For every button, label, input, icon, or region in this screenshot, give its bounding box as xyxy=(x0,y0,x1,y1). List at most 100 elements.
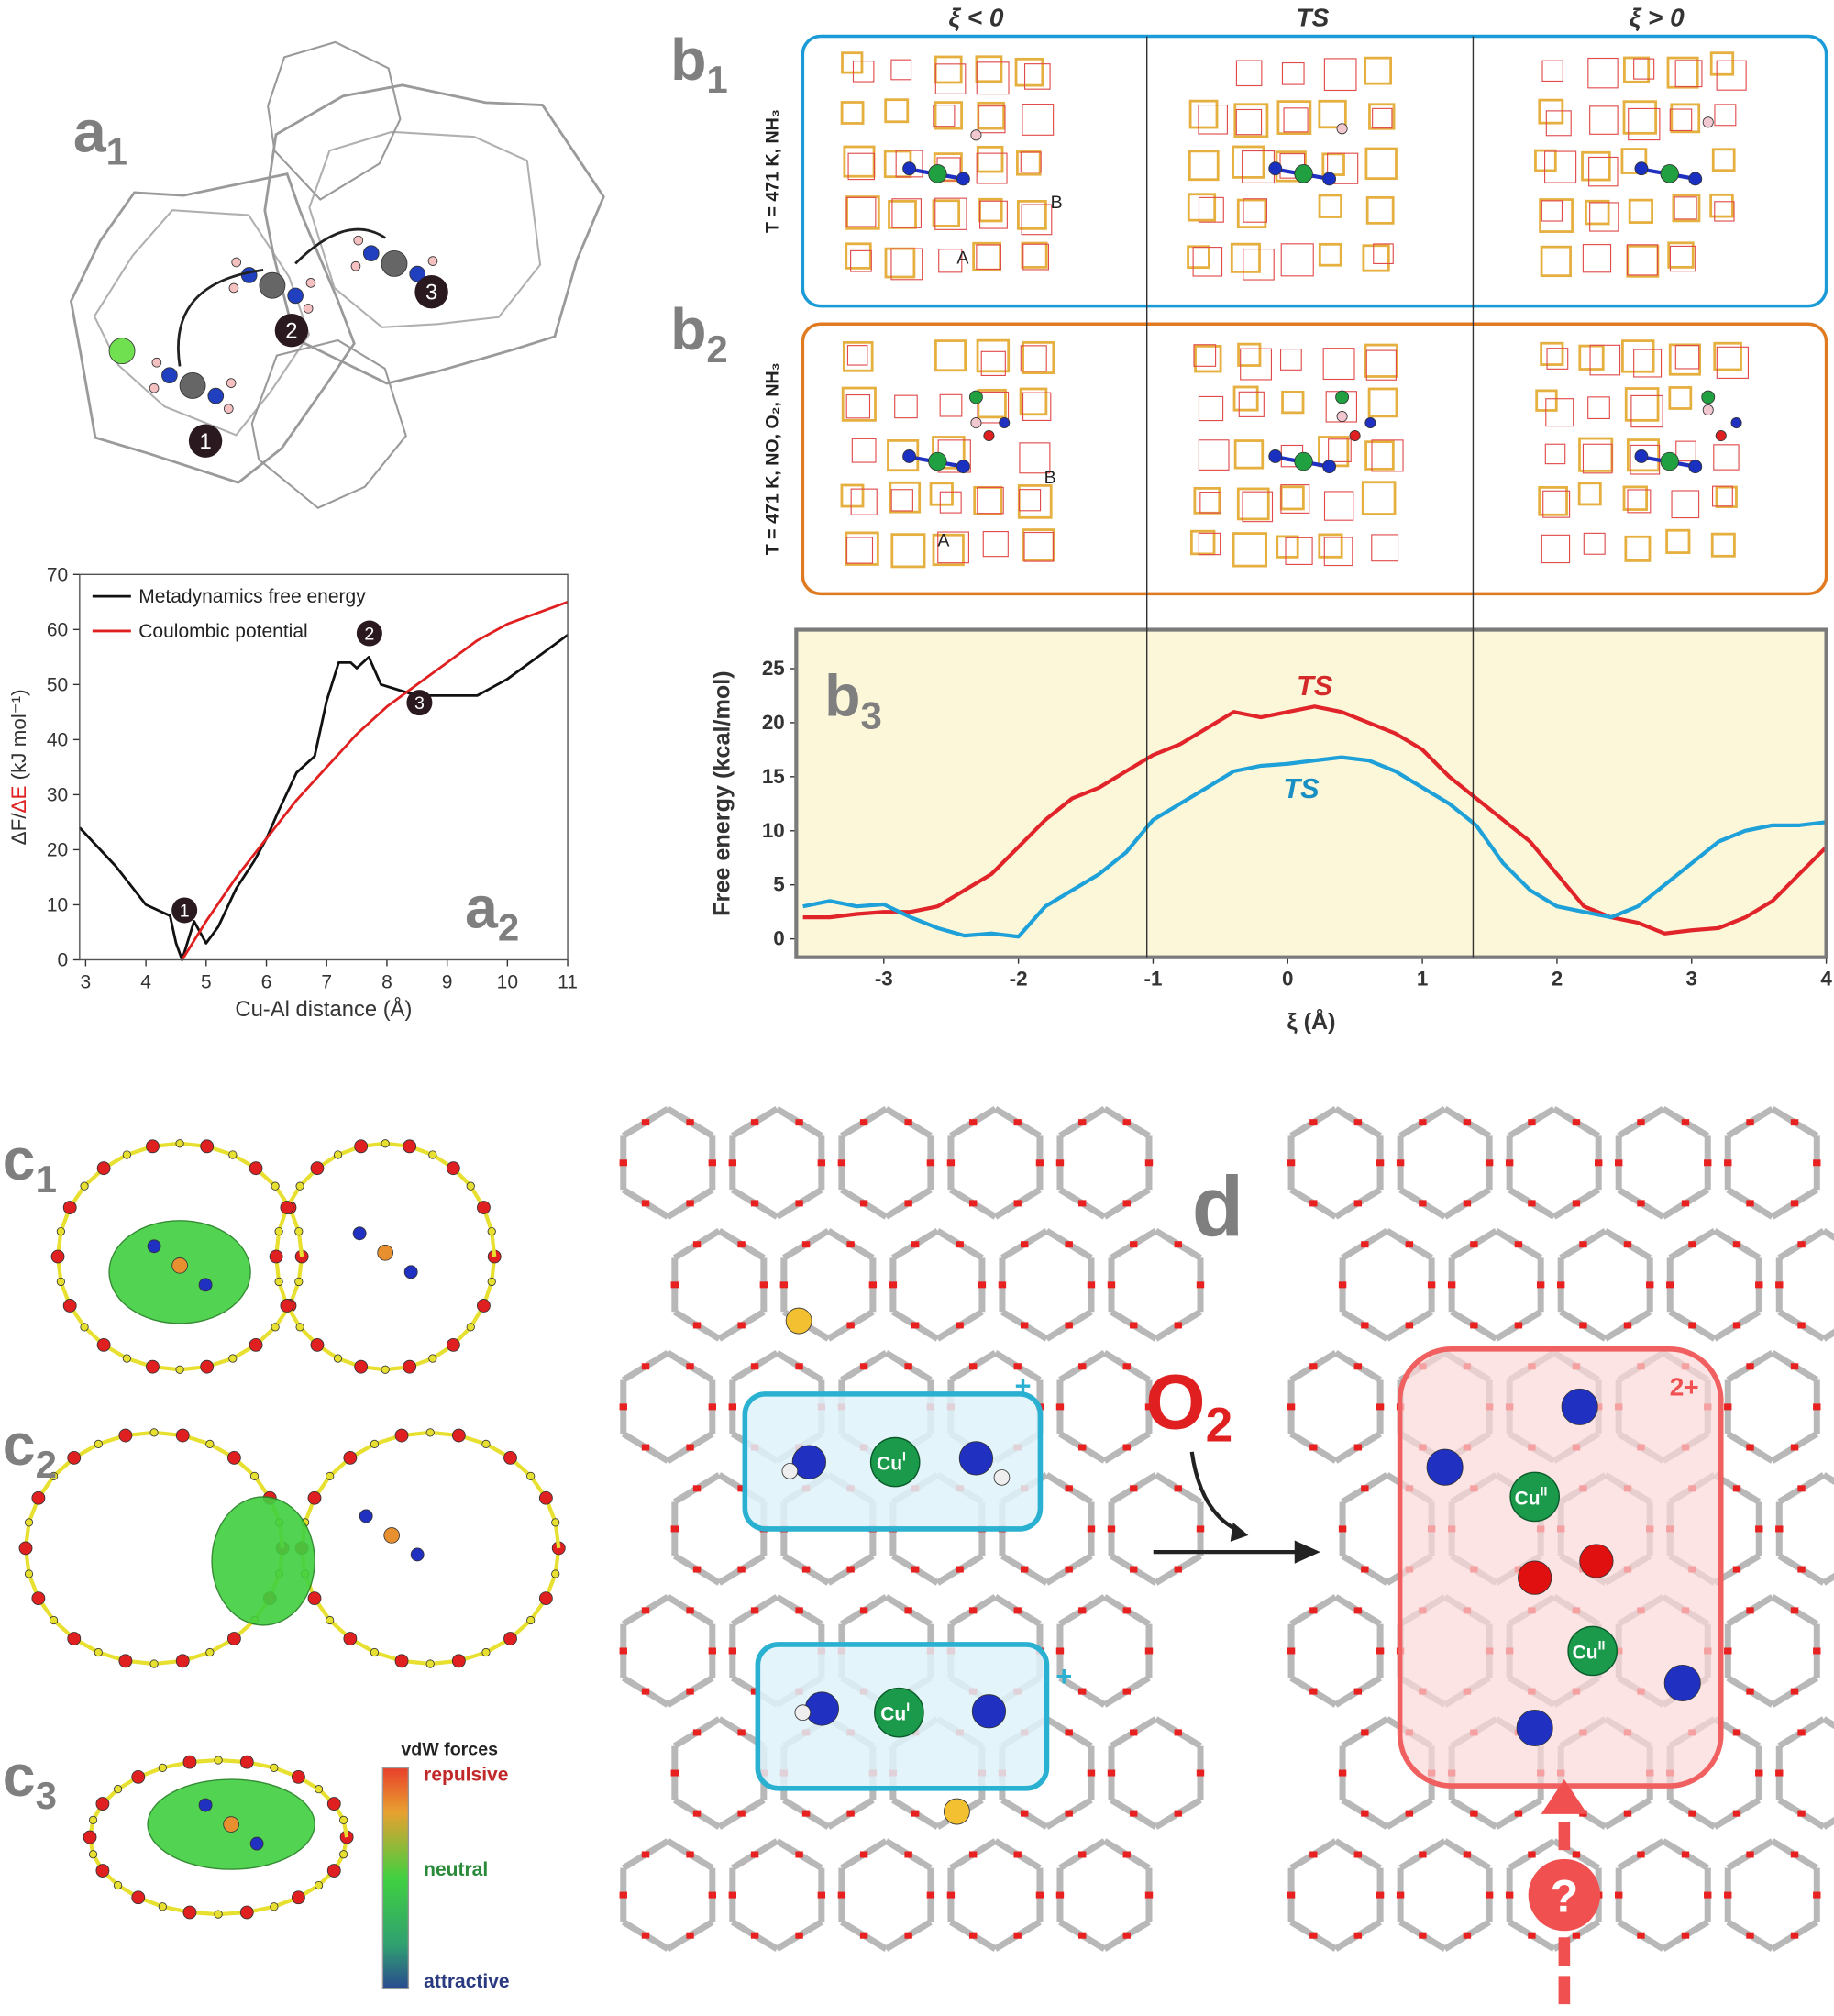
framework-cell xyxy=(890,489,913,512)
atom xyxy=(310,1337,325,1352)
atom xyxy=(228,282,239,294)
framework-cell xyxy=(1669,245,1696,272)
framework-cell xyxy=(1233,439,1265,470)
framework-cell xyxy=(976,61,1010,95)
atom xyxy=(359,1509,373,1523)
framework-cell xyxy=(972,241,1002,271)
atom xyxy=(466,1323,475,1332)
framework-cell xyxy=(1280,243,1314,277)
framework-cell xyxy=(1281,390,1305,415)
framework-cell xyxy=(933,105,956,127)
atom xyxy=(303,304,314,314)
atom xyxy=(198,1798,213,1812)
framework-cell xyxy=(1232,385,1259,412)
atom xyxy=(970,417,982,429)
atom xyxy=(307,1591,322,1606)
panel-letter: b xyxy=(670,27,706,93)
atom xyxy=(175,1365,184,1374)
y-tick-label: 40 xyxy=(47,729,68,750)
atom xyxy=(538,1591,553,1606)
framework-cell xyxy=(1022,340,1055,374)
atom xyxy=(96,1161,111,1176)
framework-cell xyxy=(976,152,1008,184)
framework-cell xyxy=(1715,485,1738,508)
atom xyxy=(274,1277,283,1287)
atom xyxy=(147,1239,161,1254)
y-tick-label: 50 xyxy=(47,674,68,695)
framework-cell xyxy=(1371,439,1404,472)
atom xyxy=(56,1277,65,1287)
framework-cell xyxy=(1019,387,1048,416)
atom xyxy=(1688,460,1703,474)
atom xyxy=(394,1654,409,1668)
atom xyxy=(113,1785,123,1794)
atom xyxy=(487,1226,496,1236)
framework-cell xyxy=(1541,60,1563,83)
framework-cell xyxy=(1373,243,1394,264)
marker-circle xyxy=(414,274,448,309)
atom xyxy=(902,449,917,463)
framework-cell xyxy=(982,531,1009,558)
framework-cell xyxy=(884,98,910,124)
panel-subscript: 3 xyxy=(36,1774,57,1817)
framework-cell xyxy=(939,491,962,514)
atom xyxy=(794,1704,812,1722)
atom xyxy=(1688,172,1703,186)
arrow xyxy=(177,268,264,367)
charge: 2+ xyxy=(1670,1372,1699,1401)
atom xyxy=(240,267,258,283)
y-tick-label: 10 xyxy=(762,819,785,842)
plot-frame xyxy=(79,573,569,961)
framework-cell xyxy=(1237,342,1262,367)
stick xyxy=(1821,1572,1834,1586)
marker-text: 1 xyxy=(199,429,211,454)
atom xyxy=(1335,390,1350,404)
atom xyxy=(1660,164,1679,183)
framework-cell xyxy=(1587,57,1619,89)
framework-cell xyxy=(1714,201,1735,222)
x-tick-label: -2 xyxy=(1010,967,1028,990)
atom xyxy=(427,256,438,266)
atom xyxy=(94,1647,103,1657)
atom xyxy=(481,1439,491,1448)
atom xyxy=(269,1249,283,1264)
atom xyxy=(928,164,947,183)
atom xyxy=(381,1139,390,1148)
atom xyxy=(294,1226,304,1236)
y-tick-label: 20 xyxy=(762,711,785,734)
framework-cell xyxy=(1365,349,1397,381)
atom xyxy=(108,338,136,365)
framework-cell xyxy=(1318,99,1347,129)
framework-cell xyxy=(840,483,865,508)
atom xyxy=(179,372,206,399)
framework-cell xyxy=(980,350,1006,376)
x-tick-label: 7 xyxy=(321,971,332,992)
y-axis-label-part: (kJ mol⁻¹) xyxy=(7,689,30,785)
panel-letter: c xyxy=(3,1126,36,1192)
atom xyxy=(231,257,242,268)
atom xyxy=(214,1910,223,1919)
framework-cell xyxy=(1716,346,1750,379)
atom xyxy=(333,1150,343,1159)
framework-cell xyxy=(845,537,874,564)
atom xyxy=(481,1647,491,1657)
framework-cell xyxy=(1020,345,1047,372)
framework-cell xyxy=(847,152,876,181)
annotation-marker xyxy=(406,690,433,716)
framework-cell xyxy=(1238,391,1265,417)
framework-ring xyxy=(267,40,402,201)
atom xyxy=(446,1337,460,1352)
framework-cell xyxy=(1589,344,1621,376)
framework-cell xyxy=(1545,110,1572,137)
site-label: A xyxy=(937,530,950,550)
framework-cell xyxy=(1709,193,1734,218)
framework-cell xyxy=(1675,440,1696,462)
atom xyxy=(49,1615,59,1625)
atom xyxy=(381,1365,390,1374)
framework-cell xyxy=(976,244,1001,271)
atom xyxy=(146,1359,160,1374)
framework-cell xyxy=(1583,532,1606,555)
framework-cell xyxy=(1674,196,1697,220)
colorbar xyxy=(381,1767,410,1990)
